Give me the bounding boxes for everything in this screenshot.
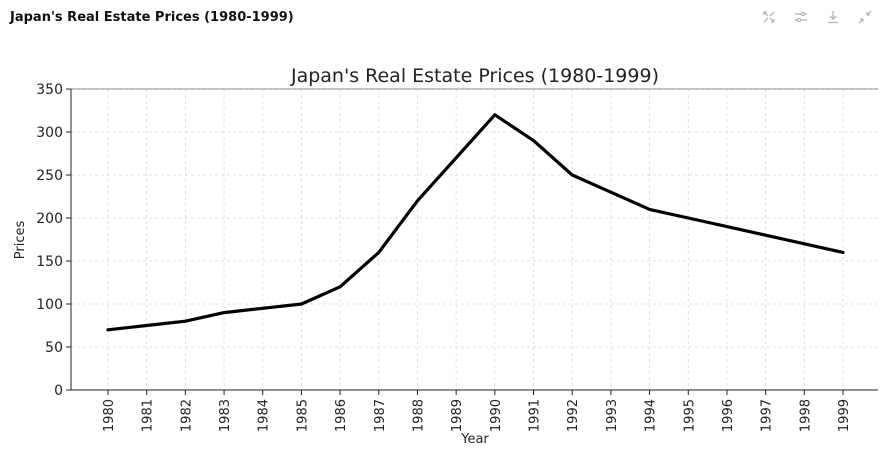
data-point	[338, 285, 342, 289]
x-tick-label: 1987	[373, 399, 388, 432]
data-point	[532, 139, 535, 142]
data-point	[300, 302, 303, 306]
y-tick-label: 0	[54, 383, 63, 399]
y-tick-label: 150	[36, 254, 63, 270]
data-point	[377, 251, 381, 254]
chart-area: Japan's Real Estate Prices (1980-1999) 0…	[0, 60, 886, 458]
x-tick-label: 1988	[411, 399, 426, 432]
series-line	[106, 113, 845, 332]
x-tick-label: 1991	[528, 399, 543, 432]
collapse-icon[interactable]	[856, 8, 874, 26]
x-tick-label: 1985	[295, 399, 310, 432]
grid	[71, 88, 878, 391]
x-tick-label: 1989	[450, 399, 465, 432]
expand-arrows-icon[interactable]	[760, 8, 778, 26]
x-tick-label: 1995	[682, 399, 697, 432]
x-tick-label: 1984	[257, 399, 272, 432]
data-point	[183, 319, 187, 323]
x-tick-label: 1990	[489, 399, 504, 432]
data-point	[609, 190, 613, 194]
data-point	[454, 156, 458, 160]
data-point	[261, 306, 265, 310]
download-icon[interactable]	[824, 8, 842, 26]
y-tick-label: 100	[36, 297, 63, 313]
x-tick-label: 1994	[644, 399, 659, 432]
sliders-icon[interactable]	[792, 8, 810, 26]
data-point	[570, 173, 574, 177]
data-point	[802, 242, 806, 246]
data-point	[841, 251, 845, 254]
data-point	[222, 311, 226, 314]
y-ticks: 0 50 100 150 200 250 300 350	[36, 82, 71, 399]
x-tick-label: 1983	[218, 399, 233, 432]
y-tick-label: 350	[36, 82, 63, 98]
x-tick-label: 1993	[605, 399, 620, 432]
y-tick-label: 250	[36, 168, 63, 184]
axes	[70, 88, 878, 391]
data-point	[725, 225, 729, 229]
x-axis-label: Year	[460, 432, 489, 447]
x-tick-label: 1980	[102, 399, 117, 432]
data-point	[493, 113, 497, 117]
x-tick-label: 1992	[566, 399, 581, 432]
data-point	[686, 216, 690, 220]
data-point	[648, 208, 651, 211]
data-point	[764, 233, 768, 237]
x-tick-label: 1996	[721, 399, 736, 432]
line-chart: Japan's Real Estate Prices (1980-1999) 0…	[13, 65, 878, 447]
series-group	[106, 113, 845, 332]
x-tick-label: 1981	[141, 399, 156, 432]
x-tick-label: 1999	[837, 399, 852, 432]
x-ticks: 1980 1981 1982 1983 1984 1985 1986 1987 1988 1989…	[102, 390, 852, 432]
x-tick-label: 1982	[179, 399, 194, 432]
header-bar: Japan's Real Estate Prices (1980-1999)	[0, 0, 886, 36]
y-tick-label: 300	[36, 125, 63, 141]
x-tick-label: 1997	[760, 399, 775, 432]
y-axis-label: Prices	[13, 221, 28, 260]
chart-toolbar	[760, 8, 874, 26]
data-point	[145, 324, 149, 327]
data-point	[106, 328, 110, 332]
y-tick-label: 50	[45, 340, 63, 356]
data-point	[416, 199, 419, 203]
header-title: Japan's Real Estate Prices (1980-1999)	[10, 10, 294, 25]
chart-title: Japan's Real Estate Prices (1980-1999)	[290, 65, 659, 87]
y-tick-label: 200	[36, 211, 63, 227]
x-tick-label: 1998	[798, 399, 813, 432]
x-tick-label: 1986	[334, 399, 349, 432]
